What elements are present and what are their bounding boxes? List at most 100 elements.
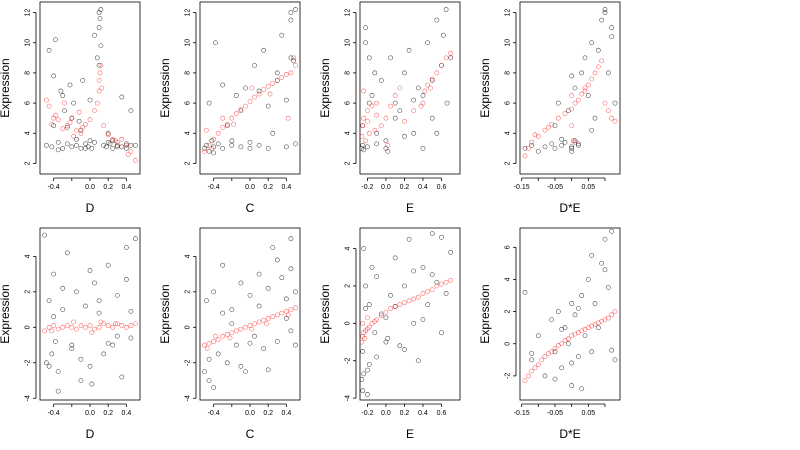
y-tick-label: 2 bbox=[25, 161, 32, 165]
observed-point bbox=[105, 340, 111, 346]
observed-point bbox=[609, 25, 615, 31]
fitted-point bbox=[261, 87, 267, 92]
fitted-point bbox=[42, 328, 47, 334]
y-tick-label: 8 bbox=[345, 71, 352, 75]
observed-point bbox=[402, 283, 407, 289]
observed-point bbox=[429, 115, 435, 121]
observed-point bbox=[206, 148, 212, 154]
observed-point bbox=[366, 55, 372, 61]
plot-frame bbox=[359, 1, 461, 175]
observed-point bbox=[49, 351, 55, 357]
fitted-point bbox=[224, 121, 230, 127]
fitted-point bbox=[114, 321, 120, 327]
observed-point bbox=[101, 142, 107, 148]
fitted-point bbox=[549, 349, 555, 355]
fitted-point bbox=[64, 123, 70, 129]
fitted-point bbox=[582, 88, 588, 94]
fitted-point bbox=[429, 287, 435, 293]
observed-point bbox=[49, 144, 55, 150]
observed-point bbox=[434, 279, 440, 285]
observed-point bbox=[363, 306, 368, 311]
y-tick-label: 6 bbox=[345, 101, 352, 105]
fitted-point bbox=[378, 313, 384, 319]
fitted-point bbox=[80, 124, 86, 130]
panel-2-3: -0.2 0.0 0.2 0.4 0.6 -4 -2 0 2 4 E Expression bbox=[318, 227, 461, 441]
fitted-point bbox=[365, 118, 370, 124]
y-tick-label: 2 bbox=[25, 290, 32, 294]
x-tick-label: 0.4 bbox=[418, 184, 428, 191]
observed-point bbox=[529, 357, 535, 363]
observed-point bbox=[359, 377, 365, 382]
fitted-point bbox=[123, 142, 129, 148]
observed-point bbox=[602, 10, 608, 15]
y-tick-label: 6 bbox=[505, 245, 512, 249]
y-tick-label: 4 bbox=[345, 131, 352, 135]
observed-point bbox=[87, 138, 93, 144]
fitted-point bbox=[361, 88, 367, 94]
observed-point bbox=[595, 325, 601, 331]
observed-point bbox=[96, 310, 102, 316]
fitted-point bbox=[385, 142, 391, 148]
fitted-point bbox=[270, 314, 276, 320]
x-tick-label: 0.4 bbox=[281, 184, 291, 191]
fitted-point bbox=[71, 133, 77, 139]
observed-point bbox=[555, 309, 561, 314]
observed-point bbox=[609, 228, 615, 234]
observed-point bbox=[402, 347, 407, 352]
fitted-point bbox=[288, 70, 294, 76]
observed-point bbox=[575, 305, 581, 311]
observed-point bbox=[434, 130, 440, 136]
observed-point bbox=[612, 357, 618, 363]
observed-point bbox=[92, 280, 97, 286]
fitted-point bbox=[73, 127, 79, 133]
y-axis-title: Expression bbox=[478, 58, 492, 117]
y-tick-label: 4 bbox=[185, 131, 192, 135]
observed-point bbox=[53, 37, 58, 43]
fitted-point bbox=[203, 127, 209, 133]
observed-point bbox=[211, 289, 217, 295]
x-tick-label: 0.0 bbox=[245, 184, 255, 191]
fitted-point bbox=[360, 320, 366, 326]
observed-point bbox=[552, 349, 558, 355]
observed-point bbox=[128, 308, 134, 314]
y-tick-label: 2 bbox=[185, 290, 192, 294]
observed-point bbox=[411, 97, 417, 103]
observed-point bbox=[360, 142, 366, 148]
observed-point bbox=[612, 100, 618, 106]
observed-point bbox=[365, 392, 370, 397]
observed-point bbox=[360, 349, 366, 354]
observed-point bbox=[369, 264, 375, 270]
observed-point bbox=[411, 320, 417, 326]
fitted-point bbox=[215, 337, 221, 343]
observed-point bbox=[265, 285, 271, 291]
x-tick-label: -0.4 bbox=[48, 410, 60, 417]
fitted-point bbox=[362, 335, 368, 341]
observed-point bbox=[229, 307, 235, 312]
observed-point bbox=[92, 32, 97, 38]
y-tick-label: 4 bbox=[345, 247, 352, 251]
observed-point bbox=[279, 32, 285, 38]
fitted-point bbox=[434, 283, 440, 289]
fitted-point bbox=[283, 72, 289, 77]
observed-point bbox=[215, 141, 221, 147]
fitted-point bbox=[388, 306, 393, 311]
fitted-point bbox=[549, 121, 555, 127]
observed-point bbox=[366, 100, 372, 106]
observed-point bbox=[592, 301, 598, 306]
y-axis-title: Expression bbox=[478, 284, 492, 343]
observed-point bbox=[98, 43, 104, 49]
fitted-point bbox=[388, 103, 393, 109]
x-axis-title: E bbox=[406, 427, 414, 441]
observed-point bbox=[425, 40, 430, 46]
observed-point bbox=[128, 142, 134, 148]
observed-point bbox=[288, 236, 294, 242]
observed-point bbox=[565, 341, 571, 347]
fitted-point bbox=[605, 108, 611, 114]
observed-point bbox=[94, 55, 100, 61]
observed-point bbox=[238, 144, 244, 150]
observed-point bbox=[579, 70, 585, 76]
observed-point bbox=[383, 339, 389, 345]
fitted-point bbox=[609, 115, 615, 121]
observed-point bbox=[366, 362, 372, 367]
fitted-point bbox=[211, 339, 217, 344]
